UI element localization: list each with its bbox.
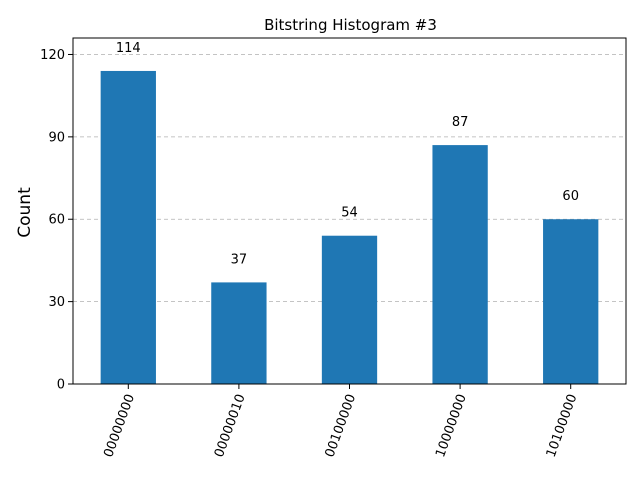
data-label: 114 <box>116 41 141 56</box>
y-tick-label: 30 <box>48 295 65 310</box>
x-tick-label: 10100000 <box>544 392 581 459</box>
y-tick-label: 90 <box>48 130 65 145</box>
plot-frame <box>72 37 627 385</box>
chart-title: Bitstring Histogram #3 <box>264 16 437 34</box>
data-label: 54 <box>341 206 358 221</box>
y-tick-label: 120 <box>40 48 65 63</box>
bar-10100000 <box>543 219 599 384</box>
x-axis-ticks: 00000000 00000010 00100000 10000000 10100000 <box>101 384 580 460</box>
bar-00000000 <box>100 70 156 384</box>
bars <box>100 70 599 384</box>
data-label: 87 <box>452 115 469 130</box>
data-label: 60 <box>562 189 579 204</box>
data-labels: 114 37 54 87 60 <box>116 41 579 267</box>
y-axis-label: Count <box>15 187 35 238</box>
y-axis-ticks: 0 30 60 90 120 <box>40 48 73 393</box>
y-tick-label: 60 <box>48 213 65 228</box>
x-tick-label: 10000000 <box>433 392 470 459</box>
bar-10000000 <box>432 145 488 384</box>
x-tick-label: 00000000 <box>101 392 138 459</box>
x-tick-label: 00000010 <box>212 392 249 459</box>
data-label: 37 <box>231 252 248 267</box>
y-tick-label: 0 <box>57 378 65 393</box>
x-tick-label: 00100000 <box>323 392 360 459</box>
bar-00000010 <box>211 282 267 384</box>
bar-00100000 <box>321 235 378 384</box>
